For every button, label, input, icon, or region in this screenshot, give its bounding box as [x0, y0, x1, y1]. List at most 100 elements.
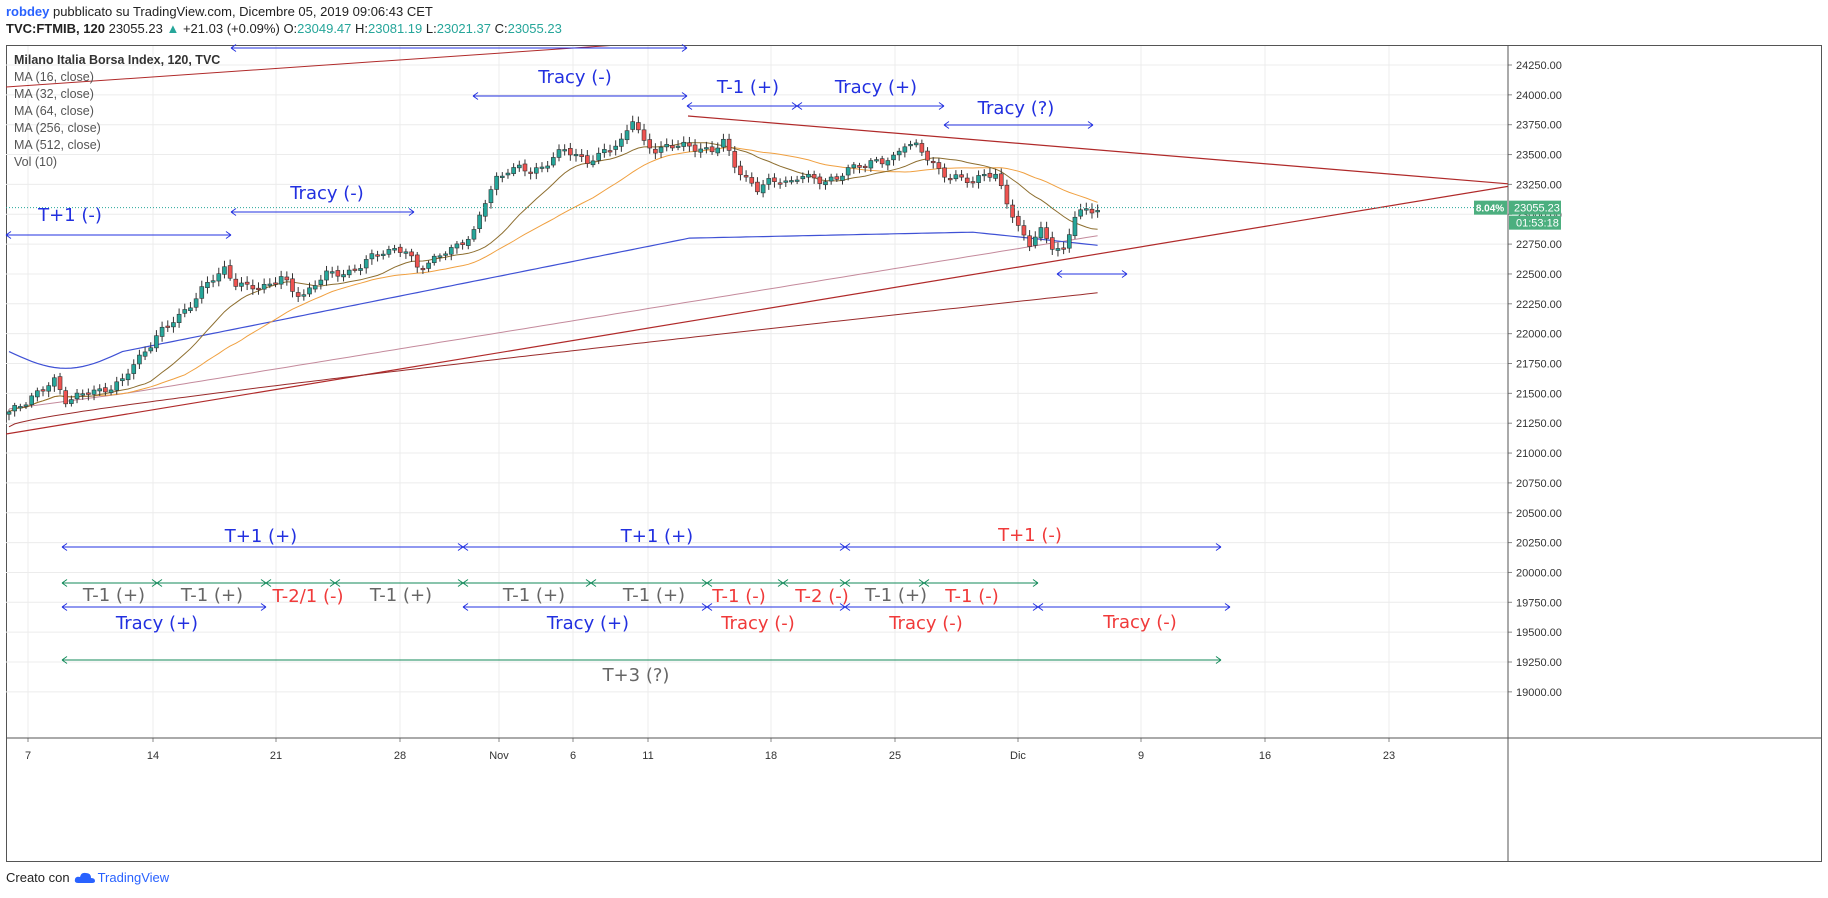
candle: [647, 133, 653, 154]
candle-body: [63, 390, 69, 405]
x-tick-label: 16: [1259, 750, 1271, 762]
candle: [324, 265, 329, 286]
legend-ma512[interactable]: MA (512, close): [14, 138, 101, 152]
candle-body: [454, 243, 460, 249]
arrow-head: [5, 231, 12, 239]
candle: [154, 330, 159, 352]
candle: [675, 140, 681, 151]
candle-body: [409, 251, 414, 257]
tradingview-link[interactable]: TradingView: [97, 870, 170, 885]
candle: [40, 386, 46, 397]
resistance-trendline: [687, 115, 1508, 185]
support-trendline: [6, 185, 1508, 435]
candle: [1032, 231, 1038, 249]
candle-body: [227, 265, 233, 279]
candle: [284, 271, 290, 286]
candle: [477, 211, 482, 233]
arrow-head: [260, 603, 267, 611]
candle-body: [216, 273, 222, 282]
candle-body: [222, 266, 227, 275]
candle: [670, 139, 675, 151]
annotation-label: T+1 (-): [997, 525, 1062, 546]
arrow-head: [61, 656, 68, 664]
candle: [448, 244, 454, 261]
candle: [386, 245, 392, 258]
candle-body: [721, 138, 726, 148]
candle-body: [120, 378, 125, 382]
candle-body: [794, 179, 800, 182]
legend-ma64[interactable]: MA (64, close): [14, 104, 94, 118]
arrow-head: [329, 579, 336, 587]
arrow-head: [923, 579, 930, 587]
indicator-legend: Milano Italia Borsa Index, 120, TVC MA (…: [14, 52, 220, 171]
candle-body: [165, 325, 171, 328]
candle: [29, 392, 34, 408]
arrow-head: [462, 603, 469, 611]
candle-body: [953, 174, 959, 180]
candle-body: [267, 283, 273, 286]
candle-body: [471, 229, 477, 240]
candle: [1084, 202, 1089, 215]
y-tick-label: 21250.00: [1516, 418, 1562, 430]
candle: [290, 273, 295, 298]
annotation: Tracy (-): [844, 603, 1039, 634]
candle-body: [556, 149, 562, 158]
candle-body: [335, 270, 341, 277]
candle: [1066, 228, 1072, 253]
annotation: T+3 (?): [61, 656, 1222, 686]
candle-body: [86, 392, 91, 395]
y-tick-label: 21500.00: [1516, 388, 1562, 400]
arrow-head: [839, 543, 846, 551]
candle-body: [913, 142, 919, 146]
legend-volume[interactable]: Vol (10): [14, 155, 58, 169]
legend-ma32[interactable]: MA (32, close): [14, 87, 94, 101]
y-tick-label: 21750.00: [1516, 359, 1562, 371]
candle-body: [760, 184, 766, 194]
author-name[interactable]: robdey: [6, 4, 50, 19]
candle-body: [1032, 236, 1038, 246]
candle: [760, 179, 766, 198]
candle: [182, 303, 188, 318]
candle: [845, 164, 851, 181]
candle: [947, 173, 953, 184]
x-tick-label: 6: [570, 750, 576, 762]
candle-body: [636, 122, 641, 131]
candle-body: [607, 150, 613, 153]
legend-ma256[interactable]: MA (256, close): [14, 121, 101, 135]
y-tick-label: 23750.00: [1516, 120, 1562, 132]
candle: [482, 199, 488, 222]
candle: [1055, 242, 1061, 257]
candle-body: [670, 145, 675, 149]
candle: [176, 308, 182, 328]
arrow-head: [462, 543, 469, 551]
legend-ma16[interactable]: MA (16, close): [14, 70, 94, 84]
candle: [414, 252, 420, 273]
candle-body: [874, 159, 879, 162]
candle-body: [551, 157, 556, 166]
candle-body: [930, 160, 936, 164]
candle: [664, 138, 670, 152]
arrow-head: [791, 102, 798, 110]
candle: [749, 172, 755, 187]
annotation-label: Tracy (-): [289, 183, 364, 204]
candle: [301, 289, 307, 301]
y-tick-label: 24250.00: [1516, 60, 1562, 72]
annotation-label: T-1 (+): [622, 585, 685, 606]
candle-body: [1015, 215, 1021, 226]
candle: [936, 158, 942, 175]
candle: [443, 251, 448, 261]
open-value: 23049.47: [297, 21, 352, 36]
candle-body: [431, 255, 437, 264]
ma16-line: [8, 142, 1098, 413]
annotation: Tracy (-): [230, 183, 415, 216]
candle-body: [35, 390, 40, 398]
candle-body: [925, 150, 930, 161]
candle-body: [443, 253, 448, 256]
x-tick-label: 25: [889, 750, 901, 762]
annotation: [230, 44, 688, 52]
candle: [908, 140, 913, 150]
arrow-head: [844, 543, 851, 551]
annotation-label: Tracy (+): [115, 613, 198, 634]
candle-body: [108, 389, 114, 393]
